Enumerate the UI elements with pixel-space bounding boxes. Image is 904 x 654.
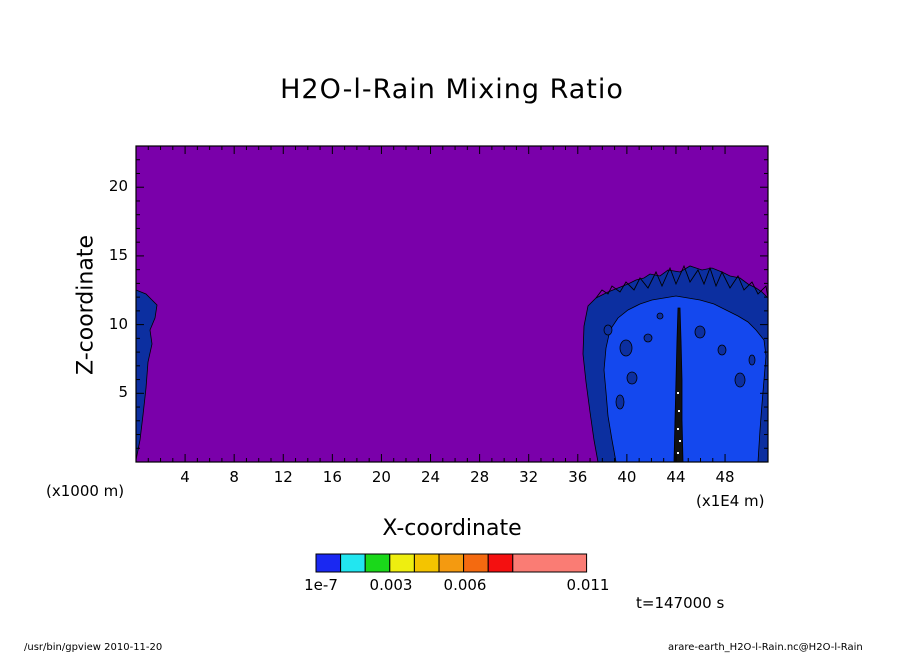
left-edge-rain-region xyxy=(135,289,158,461)
colorbar-level-label: 1e-7 xyxy=(304,576,338,594)
colorbar-swatch xyxy=(438,553,465,573)
colorbar-level-label: 0.011 xyxy=(566,576,610,594)
colorbar-swatch xyxy=(463,553,489,573)
x-tick-label: 36 xyxy=(568,468,588,486)
colorbar-swatch xyxy=(512,553,588,573)
plot-frame xyxy=(135,145,769,463)
x-tick-label: 20 xyxy=(371,468,391,486)
colorbar xyxy=(315,553,588,573)
colorbar-swatch xyxy=(389,553,415,573)
x-tick-label: 4 xyxy=(180,468,190,486)
x-tick-label: 32 xyxy=(519,468,539,486)
x-axis-ticks xyxy=(147,146,726,462)
colorbar-swatch xyxy=(487,553,514,573)
y-tick-label: 15 xyxy=(108,245,128,264)
colorbar-swatch xyxy=(413,553,440,573)
y-axis-ticks xyxy=(136,159,768,449)
x-tick-label: 48 xyxy=(715,468,735,486)
colorbar-swatch xyxy=(340,553,366,573)
rain-column-spikes xyxy=(595,264,769,299)
x-tick-label: 8 xyxy=(229,468,239,486)
chart-title: H2O-l-Rain Mixing Ratio xyxy=(280,74,624,105)
time-label: t=147000 s xyxy=(636,594,725,612)
footer-left: /usr/bin/gpview 2010-11-20 xyxy=(24,642,163,653)
footer-right: arare-earth_H2O-l-Rain.nc@H2O-l-Rain xyxy=(668,642,863,653)
colorbar-level-label: 0.003 xyxy=(369,576,413,594)
y-tick-label: 20 xyxy=(108,177,128,196)
rain-column-holes xyxy=(603,312,756,410)
core-shaft xyxy=(673,307,684,463)
y-tick-label: 10 xyxy=(108,314,128,333)
x-tick-label: 44 xyxy=(666,468,686,486)
x-tick-label: 28 xyxy=(470,468,490,486)
x-axis-unit-left: (x1000 m) xyxy=(46,482,125,500)
colorbar-swatch xyxy=(364,553,391,573)
x-axis-label: X-coordinate xyxy=(382,516,522,541)
colorbar-swatch xyxy=(315,553,342,573)
x-tick-label: 24 xyxy=(420,468,441,486)
x-tick-label: 12 xyxy=(273,468,293,486)
y-tick-label: 5 xyxy=(118,383,128,402)
colorbar-level-label: 0.006 xyxy=(443,576,487,594)
x-tick-label: 40 xyxy=(617,468,637,486)
x-axis-unit-right: (x1E4 m) xyxy=(696,492,765,510)
core-shaft-speckles xyxy=(677,392,681,454)
x-tick-label: 16 xyxy=(322,468,342,486)
